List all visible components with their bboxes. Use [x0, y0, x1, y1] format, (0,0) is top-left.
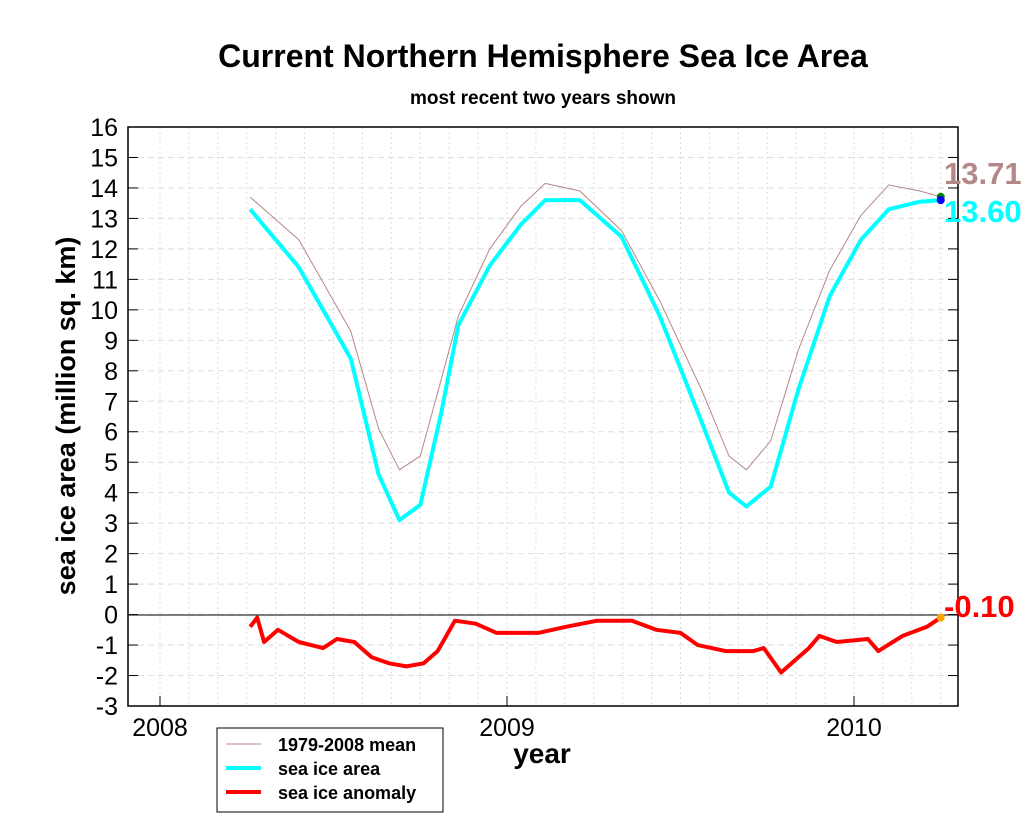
y-tick-label: 4 — [104, 480, 118, 508]
anomaly-end-marker — [936, 613, 945, 622]
y-tick-label: 13 — [90, 205, 118, 233]
chart-subtitle: most recent two years shown — [410, 88, 676, 109]
y-tick-label: 15 — [90, 144, 118, 172]
y-tick-label: 5 — [104, 449, 118, 477]
y-tick-label: 12 — [90, 236, 118, 264]
x-tick-label: 2010 — [826, 714, 882, 742]
y-axis-label: sea ice area (million sq. km) — [51, 237, 81, 596]
y-tick-label: 16 — [90, 114, 118, 142]
y-tick-label: 3 — [104, 510, 118, 538]
mean-end-label: 13.71 — [944, 156, 1022, 191]
area-end-marker — [936, 196, 945, 205]
legend-label-mean: 1979-2008 mean — [278, 735, 416, 755]
legend-label-anomaly: sea ice anomaly — [278, 783, 416, 803]
y-tick-label: 11 — [92, 266, 118, 294]
legend: 1979-2008 mean sea ice area sea ice anom… — [216, 727, 444, 813]
y-tick-label: -2 — [96, 663, 118, 691]
y-tick-label: 7 — [104, 388, 118, 416]
y-tick-label: 9 — [104, 327, 118, 355]
chart-title: Current Northern Hemisphere Sea Ice Area — [218, 38, 868, 74]
y-tick-label: -1 — [96, 632, 118, 660]
y-tick-label: 10 — [90, 297, 118, 325]
grid — [128, 126, 958, 707]
y-tick-label: 0 — [104, 602, 118, 630]
anomaly-line — [248, 615, 942, 675]
mean-line — [249, 182, 941, 471]
y-tick-label: 14 — [90, 175, 118, 203]
x-tick-label: 2008 — [132, 714, 188, 742]
y-tick-label: 8 — [104, 358, 118, 386]
y-tick-label: -3 — [96, 693, 118, 721]
y-tick-label: 2 — [104, 541, 118, 569]
plot-frame — [127, 126, 959, 707]
anomaly-end-label: -0.10 — [944, 589, 1015, 624]
x-axis: 2008 2009 2010 — [132, 696, 882, 742]
legend-label-area: sea ice area — [278, 759, 381, 779]
area-end-label: 13.60 — [944, 194, 1022, 229]
y-tick-label: 1 — [104, 571, 118, 599]
y-tick-label: 6 — [104, 419, 118, 447]
x-axis-label: year — [513, 738, 571, 769]
x-tick-label: 2009 — [479, 714, 535, 742]
area-line — [248, 198, 941, 523]
series-lines — [248, 182, 945, 675]
